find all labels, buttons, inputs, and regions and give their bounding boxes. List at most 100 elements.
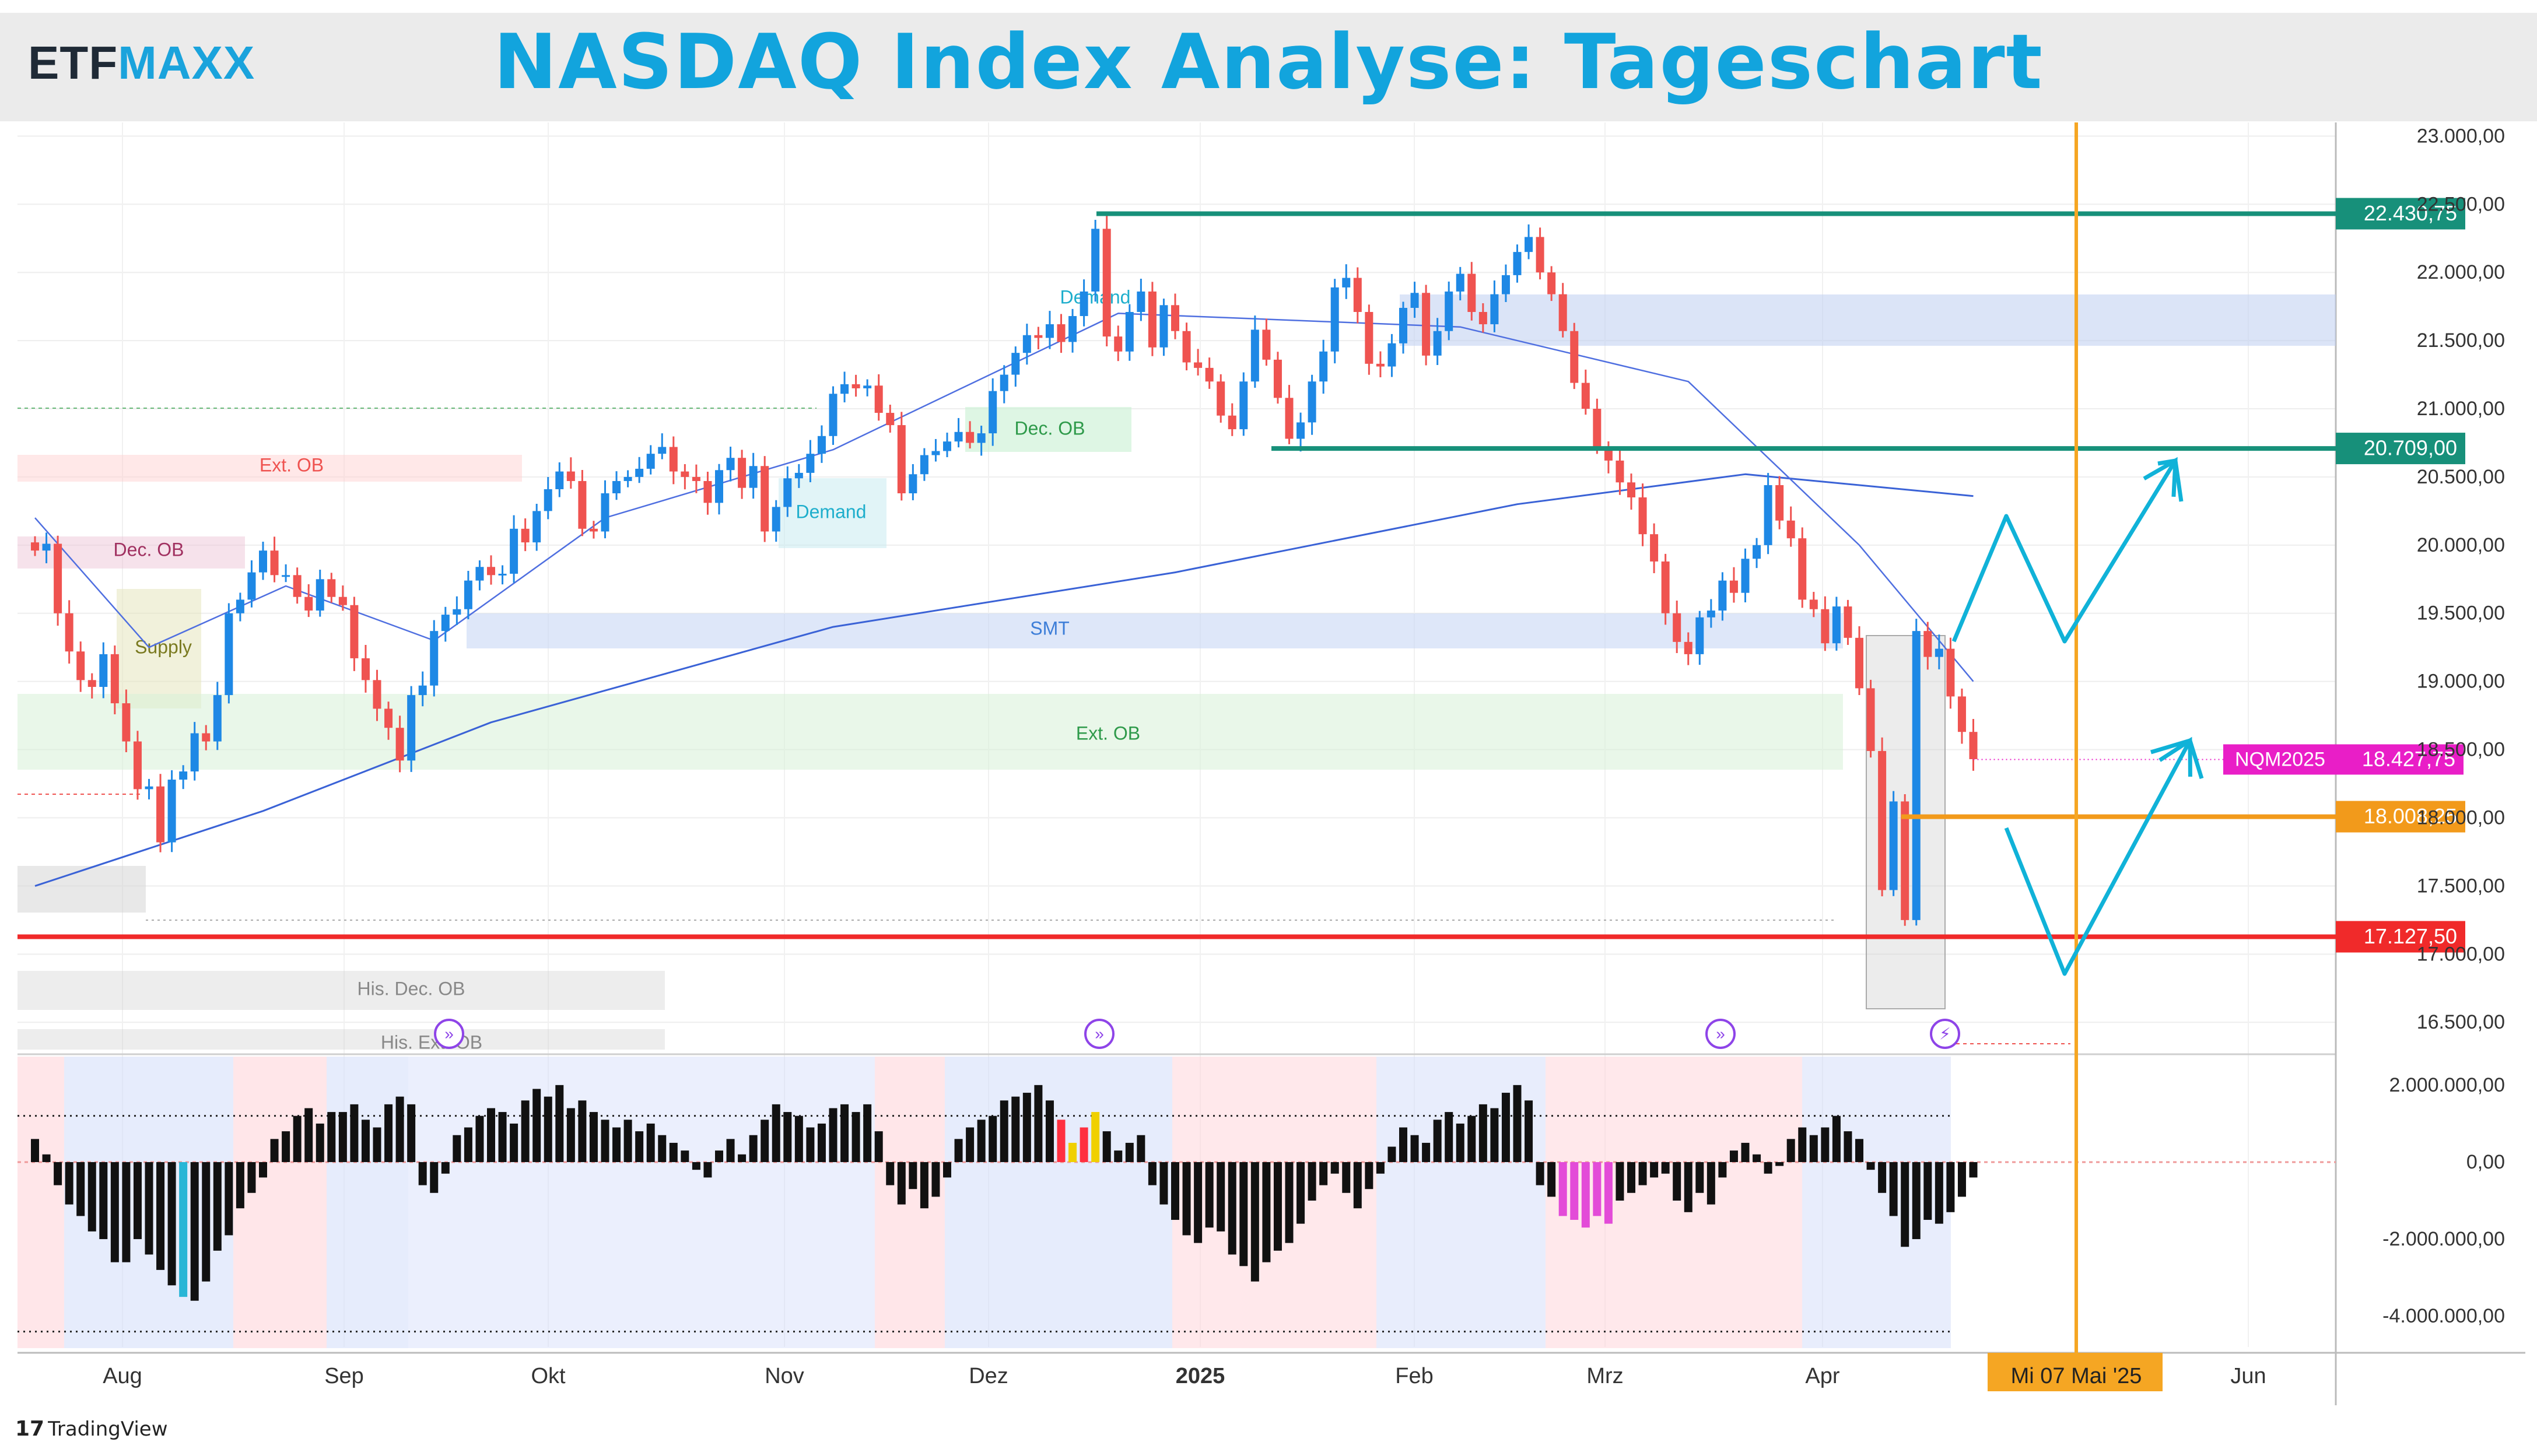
candle-body [1022, 335, 1031, 353]
event-marker-icon [1930, 1019, 1960, 1049]
candle-body [65, 613, 73, 652]
oscillator-bar [1365, 1162, 1373, 1190]
candle-body [851, 384, 860, 388]
oscillator-bar [87, 1162, 96, 1232]
candle-body [361, 658, 370, 680]
candle-body [1957, 696, 1966, 732]
oscillator-bar [338, 1112, 347, 1162]
candle-body [327, 579, 336, 597]
candle-body [1501, 275, 1510, 294]
x-tick-label: Apr [1805, 1364, 1839, 1388]
projection-arrow-head-extra [2157, 458, 2184, 502]
oscillator-bar [1045, 1100, 1054, 1162]
oscillator-bar [236, 1162, 244, 1209]
oscillator-bar [1558, 1162, 1567, 1216]
candle-body [1387, 343, 1396, 367]
candle-body [1912, 631, 1921, 920]
candle-body [1661, 561, 1670, 613]
oscillator-bar [110, 1162, 119, 1262]
candle-body [338, 597, 347, 605]
oscillator-bar [1137, 1135, 1145, 1162]
zone-box [17, 866, 146, 913]
candle-body [1558, 294, 1567, 331]
candle-body [1159, 305, 1168, 348]
candle-body [1445, 291, 1453, 331]
oscillator-bar [761, 1120, 769, 1162]
oscillator-bar [1604, 1162, 1613, 1224]
oscillator-bar [681, 1150, 689, 1162]
oscillator-bar [1387, 1146, 1396, 1162]
price-level-label: 18.008,25 [2364, 804, 2457, 828]
candle-body [167, 780, 176, 843]
candle-body [1000, 374, 1008, 391]
oscillator-bar [1878, 1162, 1887, 1193]
oscillator-bar [145, 1162, 153, 1255]
zone-history [17, 971, 665, 1010]
oscillator-bar [783, 1112, 792, 1162]
candle-body [1045, 324, 1054, 338]
candle-body [1080, 291, 1088, 317]
candle-body [1114, 336, 1123, 352]
oscillator-bar [1068, 1142, 1077, 1162]
oscillator-shading [233, 1057, 327, 1348]
oscillator-tick-label: -4.000.000,00 [2382, 1305, 2505, 1327]
candle-body [909, 474, 917, 493]
header-bar [0, 13, 2537, 121]
candle-body [989, 391, 997, 434]
candle-body [555, 471, 564, 489]
candle-body [532, 511, 541, 543]
oscillator-bar [829, 1108, 838, 1162]
tradingview-label: TradingView [48, 1418, 168, 1441]
oscillator-bar [464, 1127, 472, 1162]
oscillator-bar [1821, 1127, 1830, 1162]
oscillator-shading [327, 1057, 408, 1348]
candle-body [145, 786, 153, 790]
oscillator-tick-label: 2.000.000,00 [2389, 1074, 2505, 1096]
oscillator-bar [1308, 1162, 1316, 1201]
candle-body [1399, 308, 1407, 343]
candle-body [840, 384, 849, 394]
candle-body [943, 441, 951, 451]
oscillator-bar [612, 1127, 621, 1162]
candle-body [1878, 750, 1887, 890]
candle-body [612, 480, 621, 493]
oscillator-bar [1729, 1150, 1738, 1162]
candle-body [1125, 312, 1134, 352]
oscillator-bar [1159, 1162, 1168, 1205]
price-level-label: 17.127,50 [2364, 924, 2457, 948]
candle-body [1068, 316, 1077, 342]
candle-body [430, 631, 439, 686]
y-tick-label: 22.500,00 [2417, 193, 2505, 215]
projection-arrow-up [1951, 459, 2177, 644]
y-tick-label: 21.500,00 [2417, 329, 2505, 352]
candle-body [1353, 278, 1362, 313]
oscillator-bar [133, 1162, 142, 1240]
oscillator-bar [874, 1131, 883, 1162]
candle-body [544, 489, 552, 511]
oscillator-bar [532, 1089, 541, 1162]
oscillator-bar [1410, 1135, 1419, 1162]
candle-body [1764, 485, 1772, 545]
oscillator-bar [703, 1162, 712, 1178]
candle-body [1490, 294, 1499, 325]
candle-body [487, 567, 495, 576]
oscillator-bar [863, 1104, 872, 1162]
candle-body [1296, 422, 1305, 439]
oscillator-bar [1296, 1162, 1305, 1224]
candle-body [703, 480, 712, 503]
y-tick-label: 18.500,00 [2417, 739, 2505, 761]
candle-body [1330, 287, 1339, 352]
projection-arrows [1951, 457, 2204, 976]
oscillator-bar [977, 1120, 986, 1162]
candle-body [1525, 237, 1533, 252]
oscillator-bar [669, 1142, 678, 1162]
zone-label: Supply [135, 636, 192, 657]
oscillator-bar [1148, 1162, 1157, 1185]
oscillator-bar [1798, 1127, 1807, 1162]
candle-body [1821, 609, 1830, 644]
oscillator-bar [498, 1112, 507, 1162]
oscillator-bar [726, 1139, 735, 1162]
candle-body [1809, 599, 1818, 609]
oscillator-bar [1205, 1162, 1214, 1228]
